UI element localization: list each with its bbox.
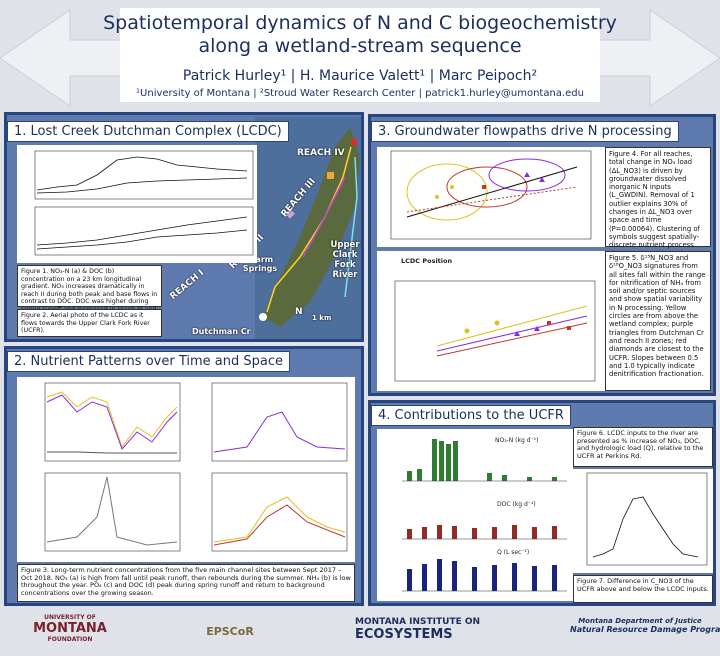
scatter-plot xyxy=(394,280,596,382)
figure-1-plot xyxy=(17,145,257,263)
caption: Figure 3. Long-term nutrient concentrati… xyxy=(17,564,355,602)
figure-5-plot xyxy=(377,251,605,391)
map-label: N xyxy=(295,307,303,317)
logo-text: Natural Resource Damage Program xyxy=(570,625,720,634)
panel-heading: 2. Nutrient Patterns over Time and Space xyxy=(7,351,290,372)
map-label: 1 km xyxy=(312,314,332,322)
aerial-map xyxy=(255,117,361,339)
scatter-plot xyxy=(390,150,592,240)
title: Spatiotemporal dynamics of N and C bioge… xyxy=(0,12,720,58)
authors: Patrick Hurley¹ | H. Maurice Valett¹ | M… xyxy=(182,68,538,84)
chart-label: Q (L sec⁻¹) xyxy=(497,549,530,556)
caption: Figure 4. For all reaches, total change … xyxy=(605,147,711,266)
figure-4-plot xyxy=(377,147,605,247)
panel-heading: 4. Contributions to the UCFR xyxy=(371,405,571,426)
logo-text: MONTANA xyxy=(33,621,107,636)
map-label: Upper Clark Fork River xyxy=(330,240,360,280)
chart-label: DOC (kg d⁻¹) xyxy=(497,501,536,508)
caption: Figure 6. LCDC inputs to the river are p… xyxy=(573,427,713,467)
title-line: Spatiotemporal dynamics of N and C bioge… xyxy=(103,12,617,34)
figure-3-plot xyxy=(17,377,355,562)
line-plot xyxy=(44,382,348,552)
panel-heading: 3. Groundwater flowpaths drive N process… xyxy=(371,121,679,142)
caption: Figure 5. δ¹⁵N_NO3 and δ¹⁸O_NO3 signatur… xyxy=(605,251,711,391)
logo-text: UNIVERSITY OF xyxy=(44,614,96,621)
logo-text: MONTANA INSTITUTE ON xyxy=(355,617,481,627)
logo: Montana Department of Justice Natural Re… xyxy=(570,617,720,634)
panel-heading: 1. Lost Creek Dutchman Complex (LCDC) xyxy=(7,121,289,142)
map-label: REACH IV xyxy=(297,148,345,158)
logo-text: FOUNDATION xyxy=(47,636,93,643)
caption: Figure 1. NO₃-N (a) & DOC (b) concentrat… xyxy=(17,265,162,321)
map-label: Dutchman Cr xyxy=(192,327,251,336)
figure-6-plot: NO₃-N (kg d⁻¹) DOC (kg d⁻¹) Q (L sec⁻¹) xyxy=(377,429,573,601)
logo: UNIVERSITY OF MONTANA FOUNDATION xyxy=(10,614,130,643)
map-label: Warm Springs xyxy=(242,255,278,273)
panel: 2. Nutrient Patterns over Time and Space… xyxy=(4,346,364,606)
chart-label: NO₃-N (kg d⁻¹) xyxy=(495,437,539,444)
title-line: along a wetland-stream sequence xyxy=(198,35,522,57)
panel: 4. Contributions to the UCFR NO₃-N (kg d… xyxy=(368,400,716,606)
logo: EPSCoR xyxy=(206,625,254,638)
panel: REACH IV REACH III REACH II REACH I Warm… xyxy=(4,112,364,342)
panel: 3. Groundwater flowpaths drive N process… xyxy=(368,114,716,396)
bar-plot xyxy=(402,439,567,592)
caption: Figure 7. Difference in C_NO3 of the UCF… xyxy=(573,575,713,603)
logo-text: Montana Department of Justice xyxy=(578,617,702,625)
banner-shapes xyxy=(0,8,720,107)
logo: MONTANA INSTITUTE ON ECOSYSTEMS xyxy=(355,617,515,642)
logo-text: ECOSYSTEMS xyxy=(355,627,453,642)
line-plot xyxy=(34,150,254,256)
figure-7-plot xyxy=(573,469,713,573)
map-label: REACH I xyxy=(168,268,207,302)
legend-title: LCDC Position xyxy=(401,257,453,265)
affiliations: ¹University of Montana | ²Stroud Water R… xyxy=(136,88,584,99)
caption: Figure 2. Aerial photo of the LCDC as it… xyxy=(17,309,162,337)
line-plot xyxy=(586,472,708,566)
